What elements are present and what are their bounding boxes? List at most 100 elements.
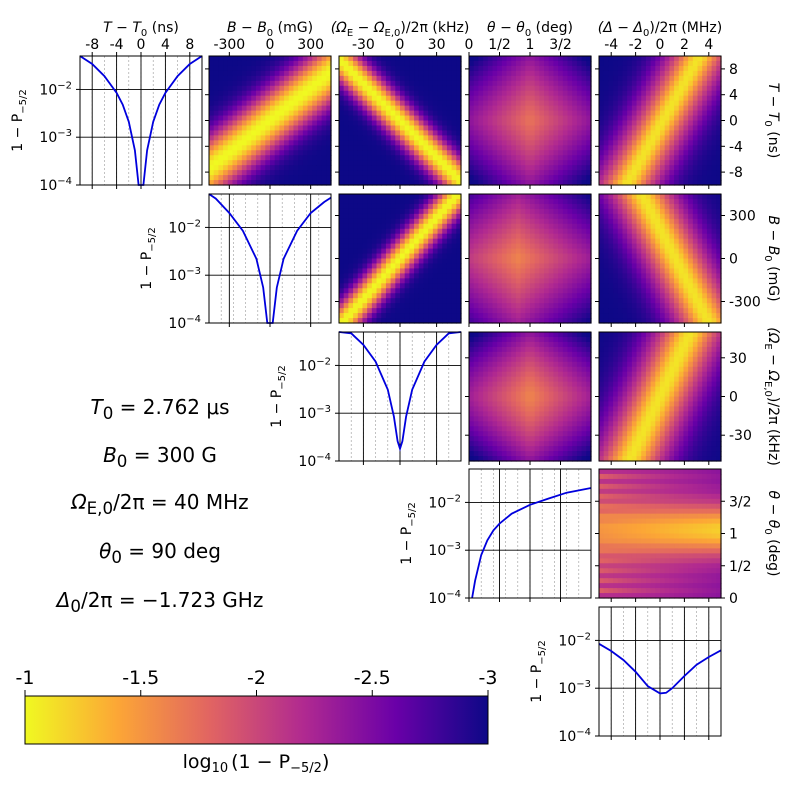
heatmap-cell	[237, 90, 243, 97]
heatmap-cell	[302, 135, 309, 141]
heatmap-cell	[423, 155, 429, 161]
heatmap-cell	[437, 268, 443, 274]
heatmap-cell	[572, 283, 578, 289]
heatmap-cell	[544, 248, 550, 255]
heatmap-cell	[483, 248, 489, 255]
heatmap-cell	[284, 60, 290, 67]
heatmap-cell	[544, 238, 550, 245]
heatmap-cell	[506, 175, 512, 181]
heatmap-cell	[390, 308, 396, 314]
heatmap-cell	[525, 298, 531, 304]
heatmap-cell	[631, 125, 638, 132]
heatmap-cell	[581, 313, 587, 319]
heatmap-cell	[227, 90, 234, 97]
heatmap-cell	[581, 115, 587, 122]
heatmap-cell	[348, 278, 354, 284]
heatmap-cell	[562, 194, 569, 200]
heatmap-cell	[428, 170, 434, 176]
heatmap-cell	[664, 85, 670, 92]
heatmap-cell	[631, 85, 638, 92]
heatmap-cell	[586, 198, 592, 205]
heatmap-cell	[418, 120, 425, 127]
heatmap-cell	[343, 278, 349, 284]
heatmap-cell	[437, 273, 443, 279]
heatmap-cell	[697, 248, 703, 255]
heatmap-cell	[576, 213, 583, 220]
heatmap-cell	[501, 90, 508, 97]
heatmap-cell	[539, 85, 545, 92]
heatmap-cell	[530, 65, 536, 72]
heatmap-cell	[293, 140, 299, 146]
heatmap-cell	[432, 313, 439, 319]
heatmap-cell	[451, 283, 457, 289]
heatmap-cell	[483, 446, 489, 452]
heatmap-cell	[506, 115, 512, 122]
heatmap-cell	[603, 85, 609, 92]
heatmap-cell	[562, 283, 569, 289]
heatmap-cell	[622, 115, 628, 122]
heatmap-cell	[711, 56, 717, 62]
heatmap-cell	[636, 218, 642, 225]
heatmap-cell	[390, 298, 396, 304]
heatmap-cell	[716, 130, 722, 136]
heatmap-cell	[548, 233, 555, 240]
heatmap-cell	[487, 228, 494, 235]
heatmap-cell	[688, 75, 694, 82]
heatmap-cell	[307, 95, 313, 102]
heatmap-cell	[246, 130, 252, 136]
heatmap-cell	[260, 155, 266, 161]
heatmap-cell	[655, 80, 661, 87]
heatmap-cell	[376, 218, 382, 225]
heatmap-cell	[237, 145, 243, 151]
heatmap-cell	[534, 145, 540, 151]
heatmap-cell	[487, 60, 494, 67]
heatmap-cell	[539, 268, 545, 274]
heatmap-cell	[636, 180, 642, 186]
heatmap-cell	[683, 253, 689, 260]
heatmap-cell	[613, 120, 619, 127]
heatmap-cell	[209, 110, 215, 117]
heatmap-cell	[483, 65, 489, 72]
heatmap-cell	[418, 180, 425, 186]
heatmap-cell	[423, 268, 429, 274]
heatmap-cell	[506, 160, 512, 166]
heatmap-cell	[678, 288, 685, 294]
heatmap-cell	[404, 120, 410, 127]
heatmap-cell	[716, 140, 722, 146]
heatmap-cell	[487, 56, 494, 62]
heatmap-cell	[599, 80, 605, 87]
heatmap-cell	[669, 288, 675, 294]
heatmap-cell	[456, 273, 462, 279]
heatmap-cell	[576, 125, 583, 132]
heatmap-cell	[631, 100, 638, 107]
heatmap-cell	[530, 208, 536, 215]
heatmap-cell	[501, 308, 508, 314]
heatmap-cell	[255, 175, 262, 181]
heatmap-cell	[409, 125, 415, 132]
heatmap-cell	[409, 213, 415, 220]
heatmap-cell	[473, 75, 479, 82]
heatmap-cell	[706, 318, 713, 324]
heatmap-cell	[697, 313, 703, 319]
heatmap-cell	[246, 160, 252, 166]
heatmap-cell	[432, 198, 439, 205]
heatmap-cell	[617, 308, 624, 314]
heatmap-cell	[544, 120, 550, 127]
heatmap-cell	[678, 170, 685, 176]
heatmap-cell	[492, 120, 498, 127]
heatmap-cell	[553, 268, 559, 274]
heatmap-cell	[437, 263, 443, 270]
heatmap-cell	[576, 75, 583, 82]
heatmap-cell	[362, 273, 368, 279]
heatmap-cell	[636, 170, 642, 176]
heatmap-cell	[232, 160, 238, 166]
heatmap-cell	[576, 273, 583, 279]
heatmap-cell	[414, 56, 420, 62]
heatmap-cell	[562, 238, 569, 245]
heatmap-cell	[298, 125, 304, 132]
heatmap-cell	[326, 110, 332, 117]
heatmap-cell	[469, 155, 475, 161]
heatmap-cell	[530, 238, 536, 245]
heatmap-cell	[414, 175, 420, 181]
heatmap-cell	[608, 258, 614, 265]
